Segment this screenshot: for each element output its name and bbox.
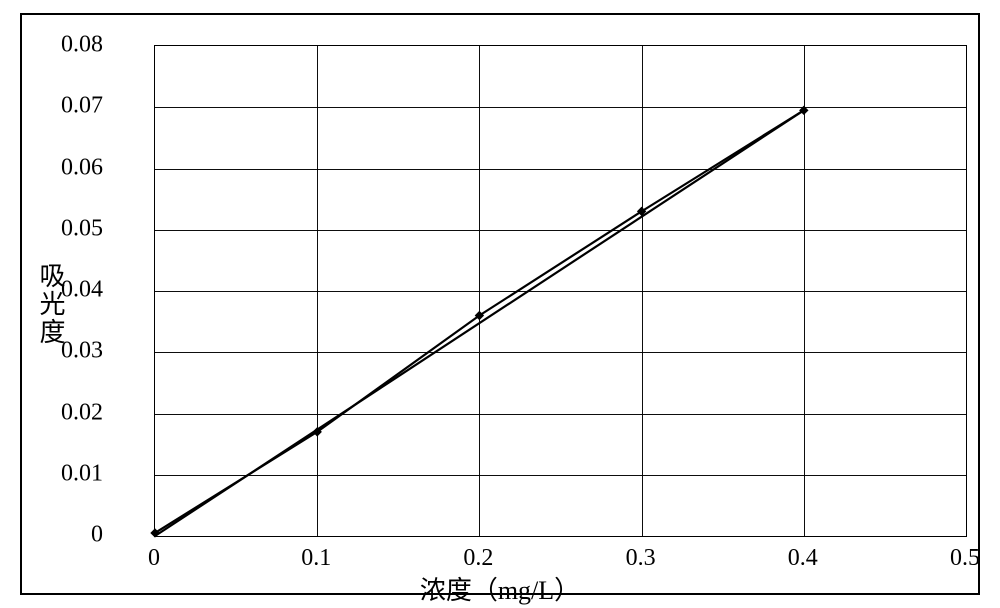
y-tick-label: 0 (0, 522, 103, 549)
x-tick-label: 0.5 (950, 545, 980, 572)
chart-outer-frame: 吸光度 浓度（mg/L） 00.010.020.030.040.050.060.… (20, 13, 980, 595)
y-tick-label: 0.07 (0, 93, 103, 120)
chart-svg (155, 46, 966, 536)
y-tick-label: 0.02 (0, 399, 103, 426)
x-axis-label: 浓度（mg/L） (420, 570, 580, 607)
fit-line (155, 110, 804, 536)
y-tick-label: 0.01 (0, 460, 103, 487)
y-axis-label: 吸光度 (32, 262, 69, 346)
x-tick-label: 0 (148, 545, 160, 572)
y-tick-label: 0.06 (0, 154, 103, 181)
y-tick-label: 0.04 (0, 277, 103, 304)
plot-area (154, 45, 967, 537)
x-tick-label: 0.1 (301, 545, 331, 572)
x-tick-label: 0.3 (626, 545, 656, 572)
x-tick-label: 0.4 (788, 545, 818, 572)
x-tick-label: 0.2 (463, 545, 493, 572)
y-tick-label: 0.08 (0, 32, 103, 59)
y-tick-label: 0.05 (0, 215, 103, 242)
y-tick-label: 0.03 (0, 338, 103, 365)
